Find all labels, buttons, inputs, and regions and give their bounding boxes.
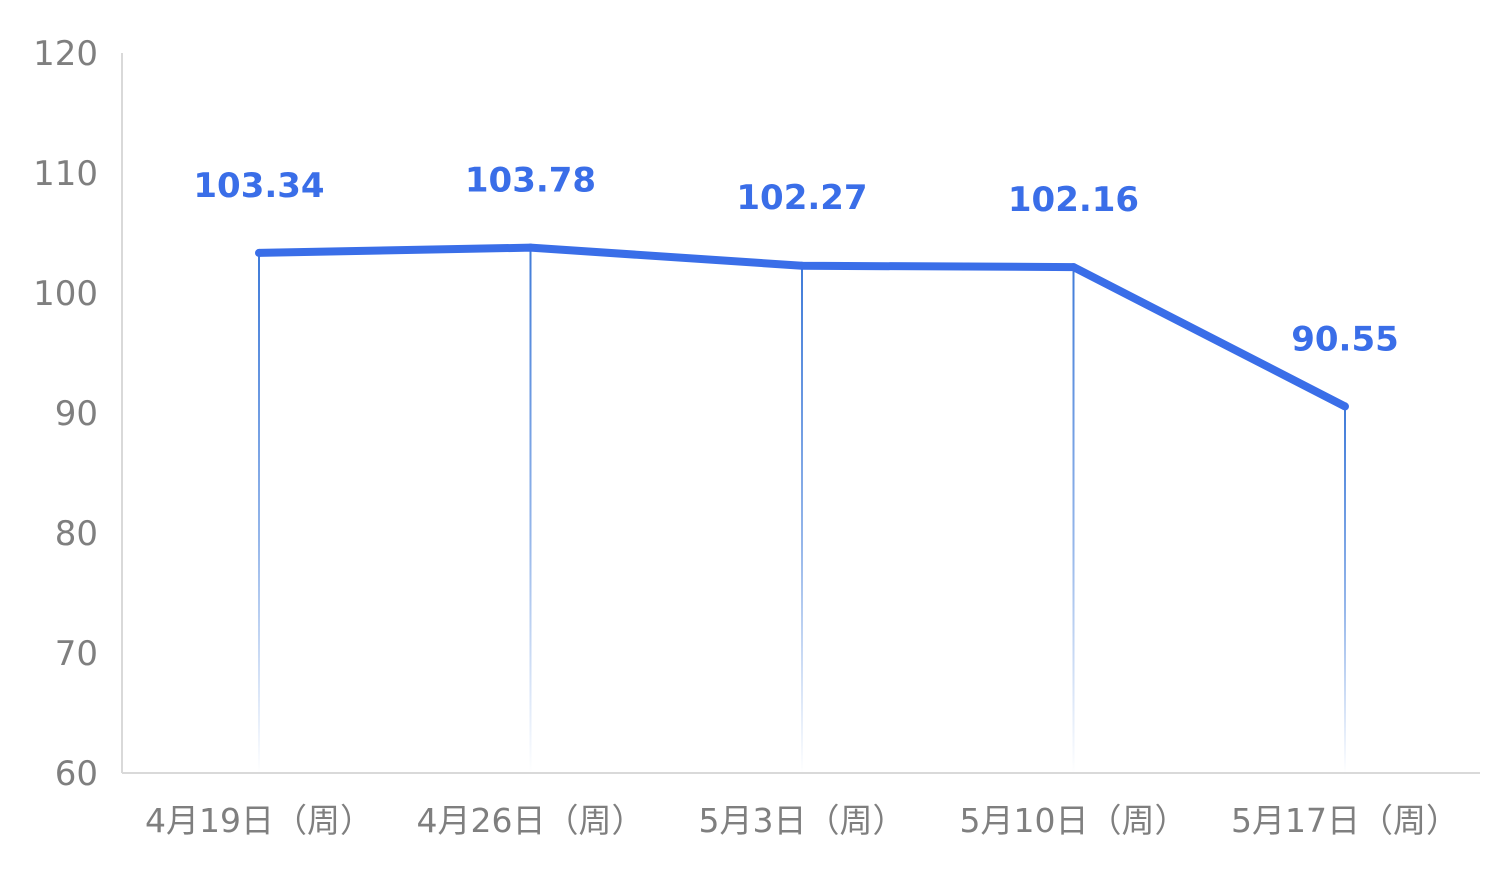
data-label: 90.55 <box>1291 319 1399 359</box>
y-axis: 60 70 80 90 100 110 120 <box>33 34 123 794</box>
drop-line <box>1344 406 1346 773</box>
drop-line <box>1072 267 1075 773</box>
series-line-group <box>255 243 1349 411</box>
y-tick-label: 110 <box>33 154 98 194</box>
data-label: 103.78 <box>465 161 596 201</box>
data-label: 103.34 <box>193 166 324 206</box>
y-tick-label: 120 <box>33 34 98 74</box>
y-tick-label: 90 <box>55 394 98 434</box>
data-label: 102.16 <box>1008 180 1139 220</box>
drop-line <box>258 252 260 774</box>
y-tick-label: 100 <box>33 274 98 314</box>
data-point <box>526 243 535 252</box>
x-tick-label: 5月10日（周） <box>960 801 1188 840</box>
drop-lines <box>258 247 1346 774</box>
y-tick-label: 70 <box>55 634 98 674</box>
data-point <box>1341 402 1349 411</box>
y-tick-label: 60 <box>55 754 98 794</box>
x-tick-label: 4月19日（周） <box>145 801 373 840</box>
x-tick-label: 4月26日（周） <box>417 801 645 840</box>
drop-line <box>801 265 803 773</box>
data-label: 102.27 <box>736 178 867 218</box>
x-axis: 4月19日（周） 4月26日（周） 5月3日（周） 5月10日（周） 5月17日（周） <box>122 772 1480 840</box>
x-tick-label: 5月3日（周） <box>699 801 906 840</box>
drop-line <box>529 247 532 773</box>
x-tick-label: 5月17日（周） <box>1231 801 1459 840</box>
data-labels: 103.34 103.78 102.27 102.16 90.55 <box>193 161 1398 360</box>
data-point <box>798 261 806 270</box>
data-point <box>255 248 263 257</box>
data-point <box>1069 263 1078 272</box>
y-tick-label: 80 <box>55 514 98 554</box>
